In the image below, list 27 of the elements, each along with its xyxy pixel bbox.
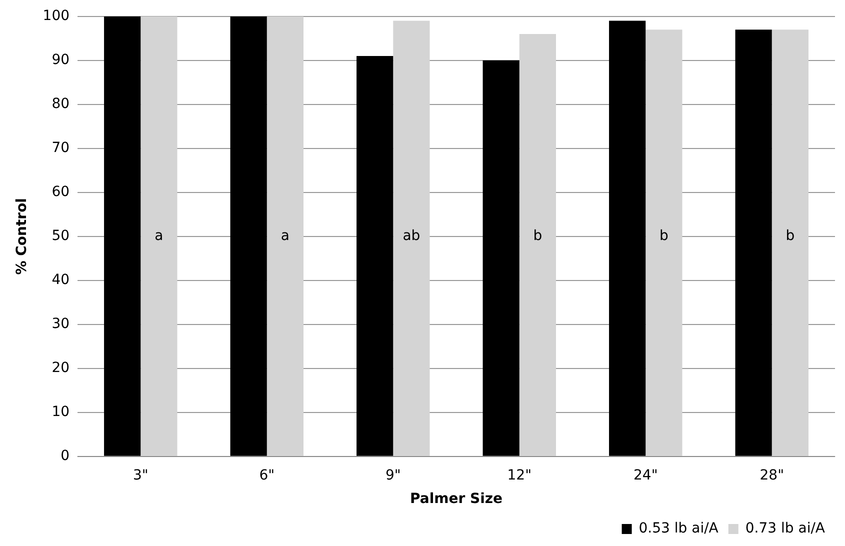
annotation: b: [786, 228, 795, 244]
x-tick-label: 28": [760, 467, 784, 484]
legend-label: 0.73 lb ai/A: [745, 520, 826, 537]
y-tick-label: 100: [42, 8, 70, 24]
annotation: ab: [402, 228, 420, 244]
annotation: b: [659, 228, 668, 244]
x-tick-label: 3": [132, 467, 148, 484]
x-tick-label: 24": [634, 467, 658, 484]
x-axis-title: Palmer Size: [410, 491, 503, 508]
annotation: a: [280, 228, 290, 244]
annotation: b: [533, 228, 542, 244]
y-tick-label: 80: [52, 96, 70, 112]
y-tick-label: 60: [52, 184, 70, 200]
y-tick-label: 20: [52, 360, 70, 376]
y-tick-label: 30: [52, 316, 70, 332]
y-tick-label: 70: [52, 140, 70, 156]
x-tick-label: 12": [507, 467, 532, 484]
y-tick-label: 10: [52, 404, 70, 420]
y-tick-label: 50: [52, 228, 70, 244]
x-tick-label: 6": [259, 467, 275, 484]
legend-label: 0.53 lb ai/A: [638, 520, 719, 537]
y-tick-label: 0: [60, 448, 70, 464]
y-tick-label: 40: [52, 272, 70, 288]
y-axis-title: % Control: [14, 198, 30, 275]
x-tick-label: 9": [385, 467, 401, 484]
annotation: a: [154, 228, 164, 244]
y-tick-label: 90: [52, 52, 70, 68]
